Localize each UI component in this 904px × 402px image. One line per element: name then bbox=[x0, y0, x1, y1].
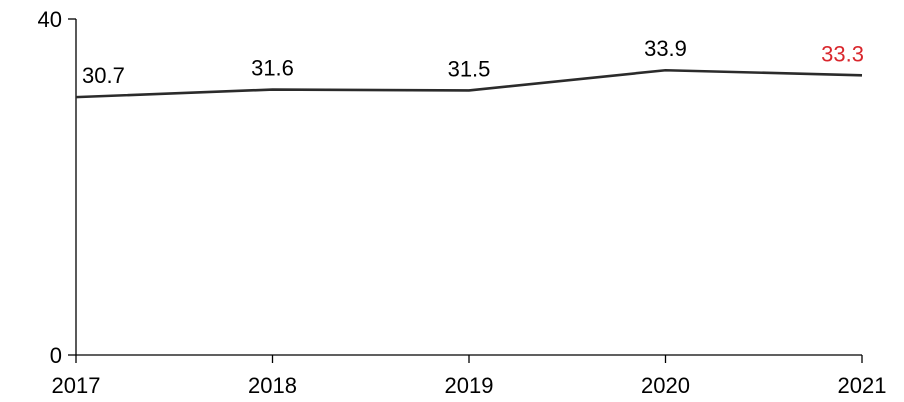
data-label: 31.6 bbox=[251, 56, 294, 81]
y-tick-label: 0 bbox=[50, 343, 62, 368]
data-label: 30.7 bbox=[82, 63, 125, 88]
series-line bbox=[75, 68, 863, 99]
data-label: 33.9 bbox=[644, 36, 687, 61]
y-ticks: 0 40 bbox=[38, 7, 76, 368]
x-tick-label: 2018 bbox=[248, 373, 297, 398]
x-tick-label: 2019 bbox=[445, 373, 494, 398]
data-labels: 30.7 31.6 31.5 33.9 33.3 bbox=[82, 36, 864, 88]
data-label: 31.5 bbox=[448, 56, 491, 81]
series-group bbox=[75, 68, 863, 99]
x-tick-label: 2020 bbox=[641, 373, 690, 398]
x-tick-label: 2021 bbox=[838, 373, 887, 398]
x-tick-label: 2017 bbox=[52, 373, 101, 398]
y-tick-label: 40 bbox=[38, 7, 62, 32]
data-label: 33.3 bbox=[821, 41, 864, 66]
x-ticks: 2017 2018 2019 2020 2021 bbox=[52, 355, 887, 398]
